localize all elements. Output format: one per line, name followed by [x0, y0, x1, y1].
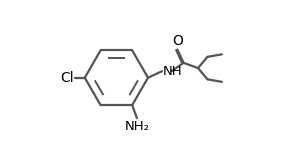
Text: NH: NH	[163, 65, 182, 78]
Text: Cl: Cl	[60, 71, 74, 85]
Text: O: O	[172, 34, 183, 48]
Text: NH₂: NH₂	[125, 120, 150, 133]
